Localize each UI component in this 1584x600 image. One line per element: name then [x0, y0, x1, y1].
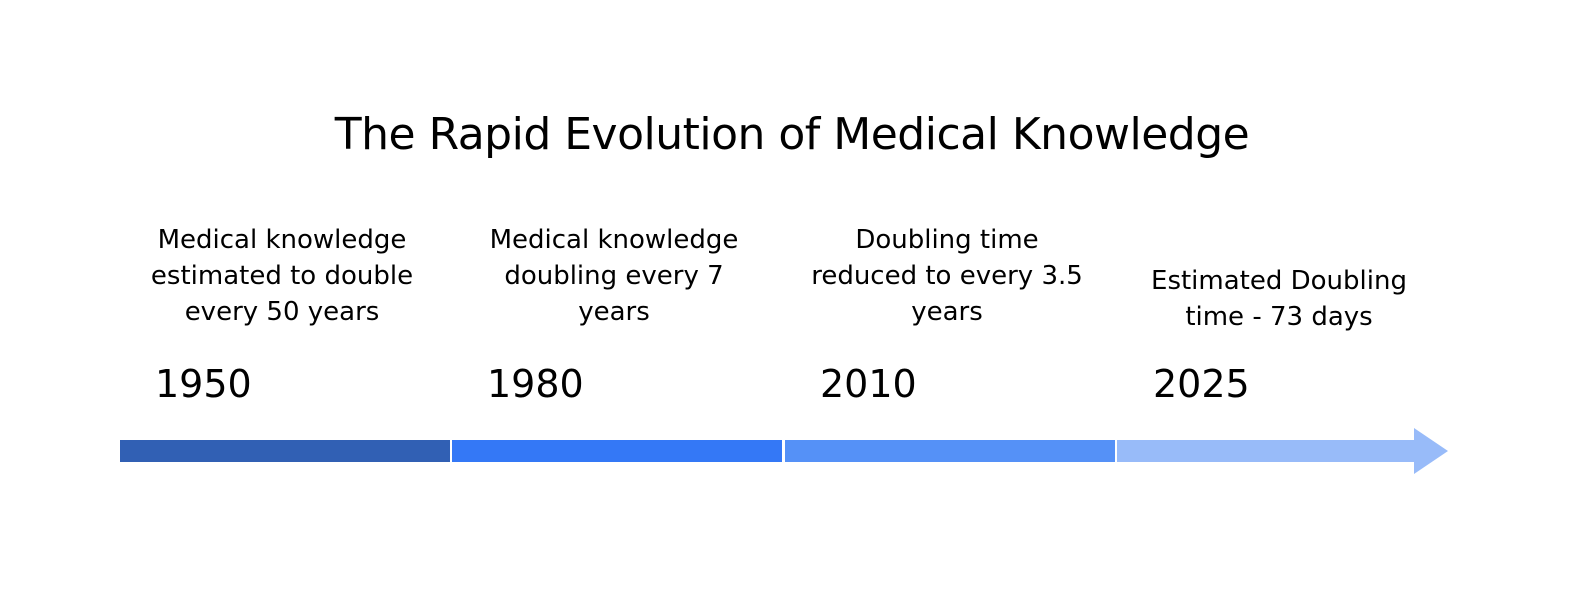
- timeline-segment-1980: [452, 440, 782, 462]
- description-line: Medical knowledge: [489, 225, 739, 255]
- milestone-description-1980: Medical knowledge doubling every 7 years: [464, 222, 764, 330]
- description-line: reduced to every 3.5: [811, 261, 1083, 291]
- milestone-year-2010: 2010: [820, 362, 917, 406]
- milestone-year-1950: 1950: [155, 362, 252, 406]
- description-line: Medical knowledge: [157, 225, 407, 255]
- description-line: Estimated Doubling: [1151, 266, 1407, 296]
- timeline-arrow-head-icon: [1414, 428, 1448, 474]
- milestone-description-2010: Doubling time reduced to every 3.5 years: [797, 222, 1097, 330]
- description-line: years: [578, 297, 650, 327]
- milestone-description-2025: Estimated Doubling time - 73 days: [1129, 263, 1429, 335]
- milestone-description-1950: Medical knowledge estimated to double ev…: [132, 222, 432, 330]
- description-line: time - 73 days: [1185, 302, 1373, 332]
- description-line: doubling every 7: [504, 261, 724, 291]
- milestone-year-1980: 1980: [487, 362, 584, 406]
- description-line: estimated to double: [150, 261, 414, 291]
- description-line: years: [911, 297, 983, 327]
- timeline-segment-2010: [785, 440, 1115, 462]
- description-line: every 50 years: [184, 297, 380, 327]
- milestone-year-2025: 2025: [1153, 362, 1250, 406]
- timeline-segment-1950: [120, 440, 450, 462]
- timeline-segment-2025: [1117, 440, 1415, 462]
- diagram-title: The Rapid Evolution of Medical Knowledge: [334, 109, 1250, 160]
- description-line: Doubling time: [855, 225, 1039, 255]
